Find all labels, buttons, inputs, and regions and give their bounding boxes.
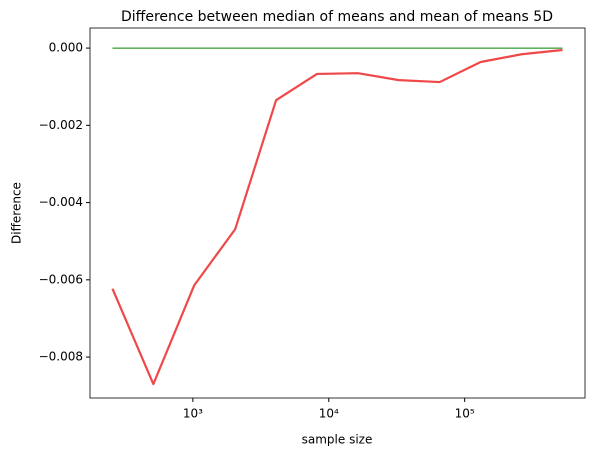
- y-tick-label: −0.006: [39, 272, 83, 286]
- y-tick-label: 0.000: [49, 41, 83, 55]
- x-tick-label: 10³: [183, 407, 203, 421]
- y-tick-label: −0.008: [39, 350, 83, 364]
- plot-frame: [89, 27, 586, 399]
- y-tick-label: −0.002: [39, 118, 83, 132]
- chart-title: Difference between median of means and m…: [121, 9, 553, 25]
- y-axis-label: Difference: [10, 182, 24, 244]
- x-tick-label: 10⁴: [319, 407, 339, 421]
- data-line: [111, 48, 563, 386]
- x-axis-label: sample size: [302, 433, 373, 447]
- y-tick-label: −0.004: [39, 195, 83, 209]
- x-tick-label: 10⁵: [455, 407, 475, 421]
